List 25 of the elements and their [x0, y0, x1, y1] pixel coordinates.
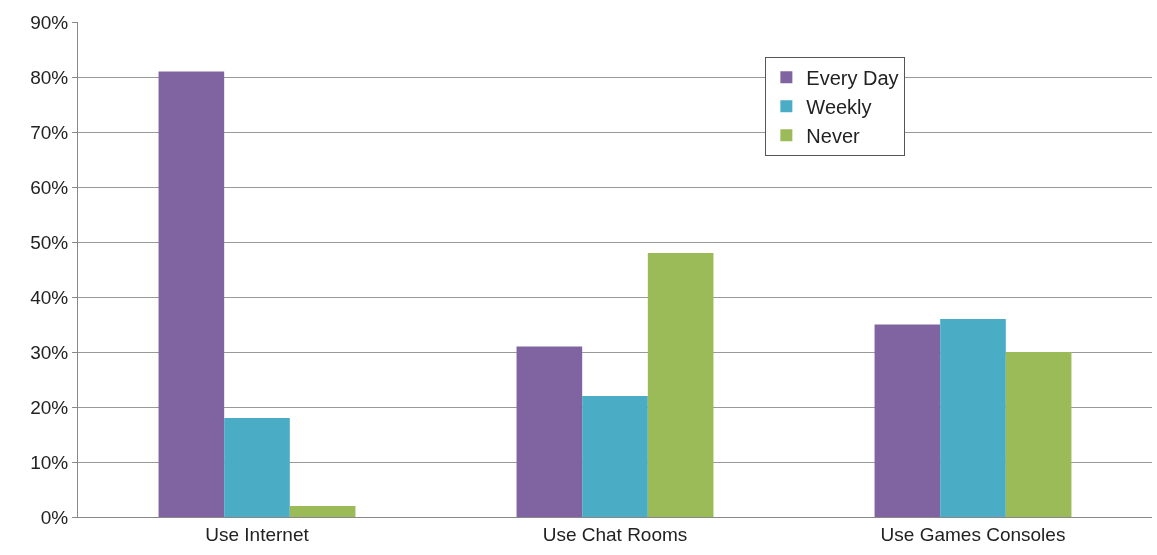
y-tick-label: 90% [30, 11, 69, 33]
legend-label: Never [806, 124, 861, 147]
y-tick-label: 30% [30, 341, 69, 363]
legend-label: Every Day [806, 66, 899, 89]
bar [158, 71, 225, 517]
bar [582, 396, 648, 517]
y-tick-label: 0% [40, 506, 69, 528]
bar [940, 319, 1006, 517]
y-tick-label: 60% [30, 176, 69, 198]
y-tick-label: 40% [30, 286, 69, 308]
y-tick-label: 50% [30, 231, 69, 253]
bar [647, 253, 714, 517]
legend-label: Weekly [806, 95, 872, 118]
bar [289, 506, 356, 517]
bar [1005, 352, 1072, 517]
y-tick-label: 10% [30, 451, 69, 473]
bar [224, 418, 290, 517]
x-tick-label: Use Internet [205, 523, 310, 545]
y-tick-label: 80% [30, 66, 69, 88]
x-tick-label: Use Chat Rooms [542, 523, 688, 545]
y-tick-label: 70% [30, 121, 69, 143]
bar [516, 346, 583, 517]
bar [874, 324, 941, 517]
x-tick-label: Use Games Consoles [880, 523, 1066, 545]
y-tick-label: 20% [30, 396, 69, 418]
